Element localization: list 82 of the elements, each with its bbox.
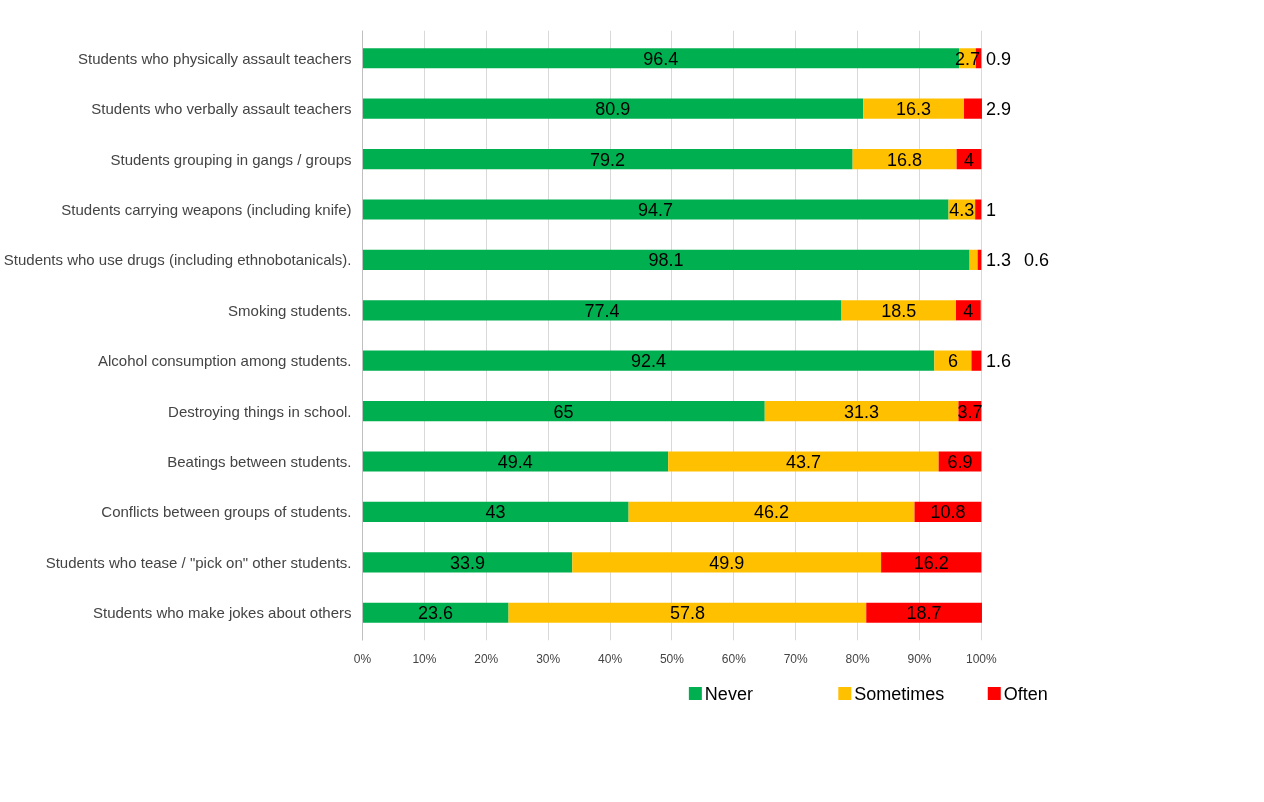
data-label: 0.6 bbox=[1023, 250, 1049, 271]
data-label: 23.6 bbox=[418, 603, 454, 624]
data-label: 1.6 bbox=[985, 351, 1011, 372]
legend-label: Sometimes bbox=[854, 683, 945, 704]
data-label: 43 bbox=[485, 502, 506, 523]
bar bbox=[362, 148, 853, 170]
y-tick-label: Students who make jokes about others bbox=[93, 604, 352, 622]
data-label: 43.7 bbox=[785, 452, 821, 473]
x-tick-label: 40% bbox=[598, 651, 623, 666]
bar bbox=[362, 602, 509, 623]
y-tick-label: Students who physically assault teachers bbox=[78, 49, 352, 67]
data-label: 1.3 bbox=[985, 250, 1011, 271]
bar bbox=[971, 350, 982, 371]
legend-label: Often bbox=[1003, 683, 1048, 704]
bar bbox=[362, 401, 765, 422]
data-label: 16.3 bbox=[896, 99, 932, 120]
data-label: 4 bbox=[963, 300, 974, 321]
data-label: 77.4 bbox=[584, 300, 620, 321]
x-tick-label: 90% bbox=[907, 651, 932, 666]
data-label: 6.9 bbox=[947, 452, 973, 473]
data-label: 18.7 bbox=[906, 603, 942, 624]
data-label: 33.9 bbox=[449, 552, 485, 573]
data-label: 16.8 bbox=[887, 149, 923, 170]
bar bbox=[969, 249, 978, 270]
bar bbox=[362, 199, 949, 220]
data-label: 0.9 bbox=[985, 48, 1011, 69]
data-label: 80.9 bbox=[595, 99, 631, 120]
bar bbox=[841, 300, 956, 321]
data-label: 1 bbox=[985, 199, 996, 220]
data-label: 65 bbox=[553, 401, 574, 422]
y-tick-label: Students grouping in gangs / groups bbox=[110, 150, 352, 168]
bar bbox=[362, 98, 864, 119]
bar bbox=[866, 602, 982, 623]
bar bbox=[668, 451, 939, 472]
bar bbox=[362, 451, 669, 472]
data-label: 4 bbox=[963, 149, 974, 170]
y-tick-label: Students who verbally assault teachers bbox=[91, 100, 352, 118]
x-tick-label: 50% bbox=[659, 651, 685, 666]
bar bbox=[628, 501, 915, 523]
legend-label: Never bbox=[704, 683, 753, 704]
bar bbox=[362, 552, 573, 573]
data-label: 4.3 bbox=[949, 199, 975, 220]
data-label: 92.4 bbox=[630, 351, 666, 372]
bar bbox=[764, 401, 959, 422]
data-label: 10.8 bbox=[930, 502, 966, 523]
data-label: 94.7 bbox=[638, 199, 674, 220]
data-label: 49.4 bbox=[497, 452, 533, 473]
y-tick-label: Smoking students. bbox=[228, 301, 352, 319]
x-tick-label: 60% bbox=[721, 651, 747, 666]
data-label: 79.2 bbox=[590, 149, 626, 170]
data-label: 16.2 bbox=[913, 552, 949, 573]
x-tick-label: 30% bbox=[536, 651, 561, 666]
data-label: 98.1 bbox=[648, 250, 684, 271]
bar bbox=[975, 199, 982, 220]
x-tick-label: 100% bbox=[966, 651, 998, 666]
y-tick-label: Destroying things in school. bbox=[168, 402, 352, 420]
x-tick-label: 70% bbox=[783, 651, 809, 666]
data-label: 57.8 bbox=[669, 603, 705, 624]
y-tick-label: Alcohol consumption among students. bbox=[98, 352, 352, 370]
x-tick-label: 20% bbox=[474, 651, 499, 666]
bar bbox=[362, 501, 629, 523]
y-tick-label: Students who use drugs (including ethnobotanicals). bbox=[3, 251, 352, 269]
x-tick-label: 10% bbox=[412, 651, 437, 666]
data-label: 2.9 bbox=[985, 99, 1011, 120]
y-tick-label: Students who tease / "pick on" other students. bbox=[45, 553, 352, 571]
data-label: 31.3 bbox=[844, 401, 880, 422]
bar bbox=[964, 98, 982, 119]
data-label: 6 bbox=[947, 351, 958, 372]
data-label: 49.9 bbox=[709, 552, 745, 573]
x-tick-label: 0% bbox=[353, 651, 372, 666]
data-label: 18.5 bbox=[881, 300, 917, 321]
bar bbox=[362, 300, 842, 321]
y-tick-label: Conflicts between groups of students. bbox=[101, 503, 352, 521]
x-tick-label: 80% bbox=[845, 651, 870, 666]
y-tick-label: Students carrying weapons (including knife) bbox=[61, 200, 352, 218]
bar bbox=[362, 249, 970, 270]
data-label: 46.2 bbox=[754, 502, 790, 523]
bar bbox=[572, 552, 882, 573]
data-label: 96.4 bbox=[643, 48, 679, 69]
bar bbox=[362, 350, 935, 371]
bar bbox=[508, 602, 867, 623]
y-tick-label: Beatings between students. bbox=[167, 453, 352, 471]
